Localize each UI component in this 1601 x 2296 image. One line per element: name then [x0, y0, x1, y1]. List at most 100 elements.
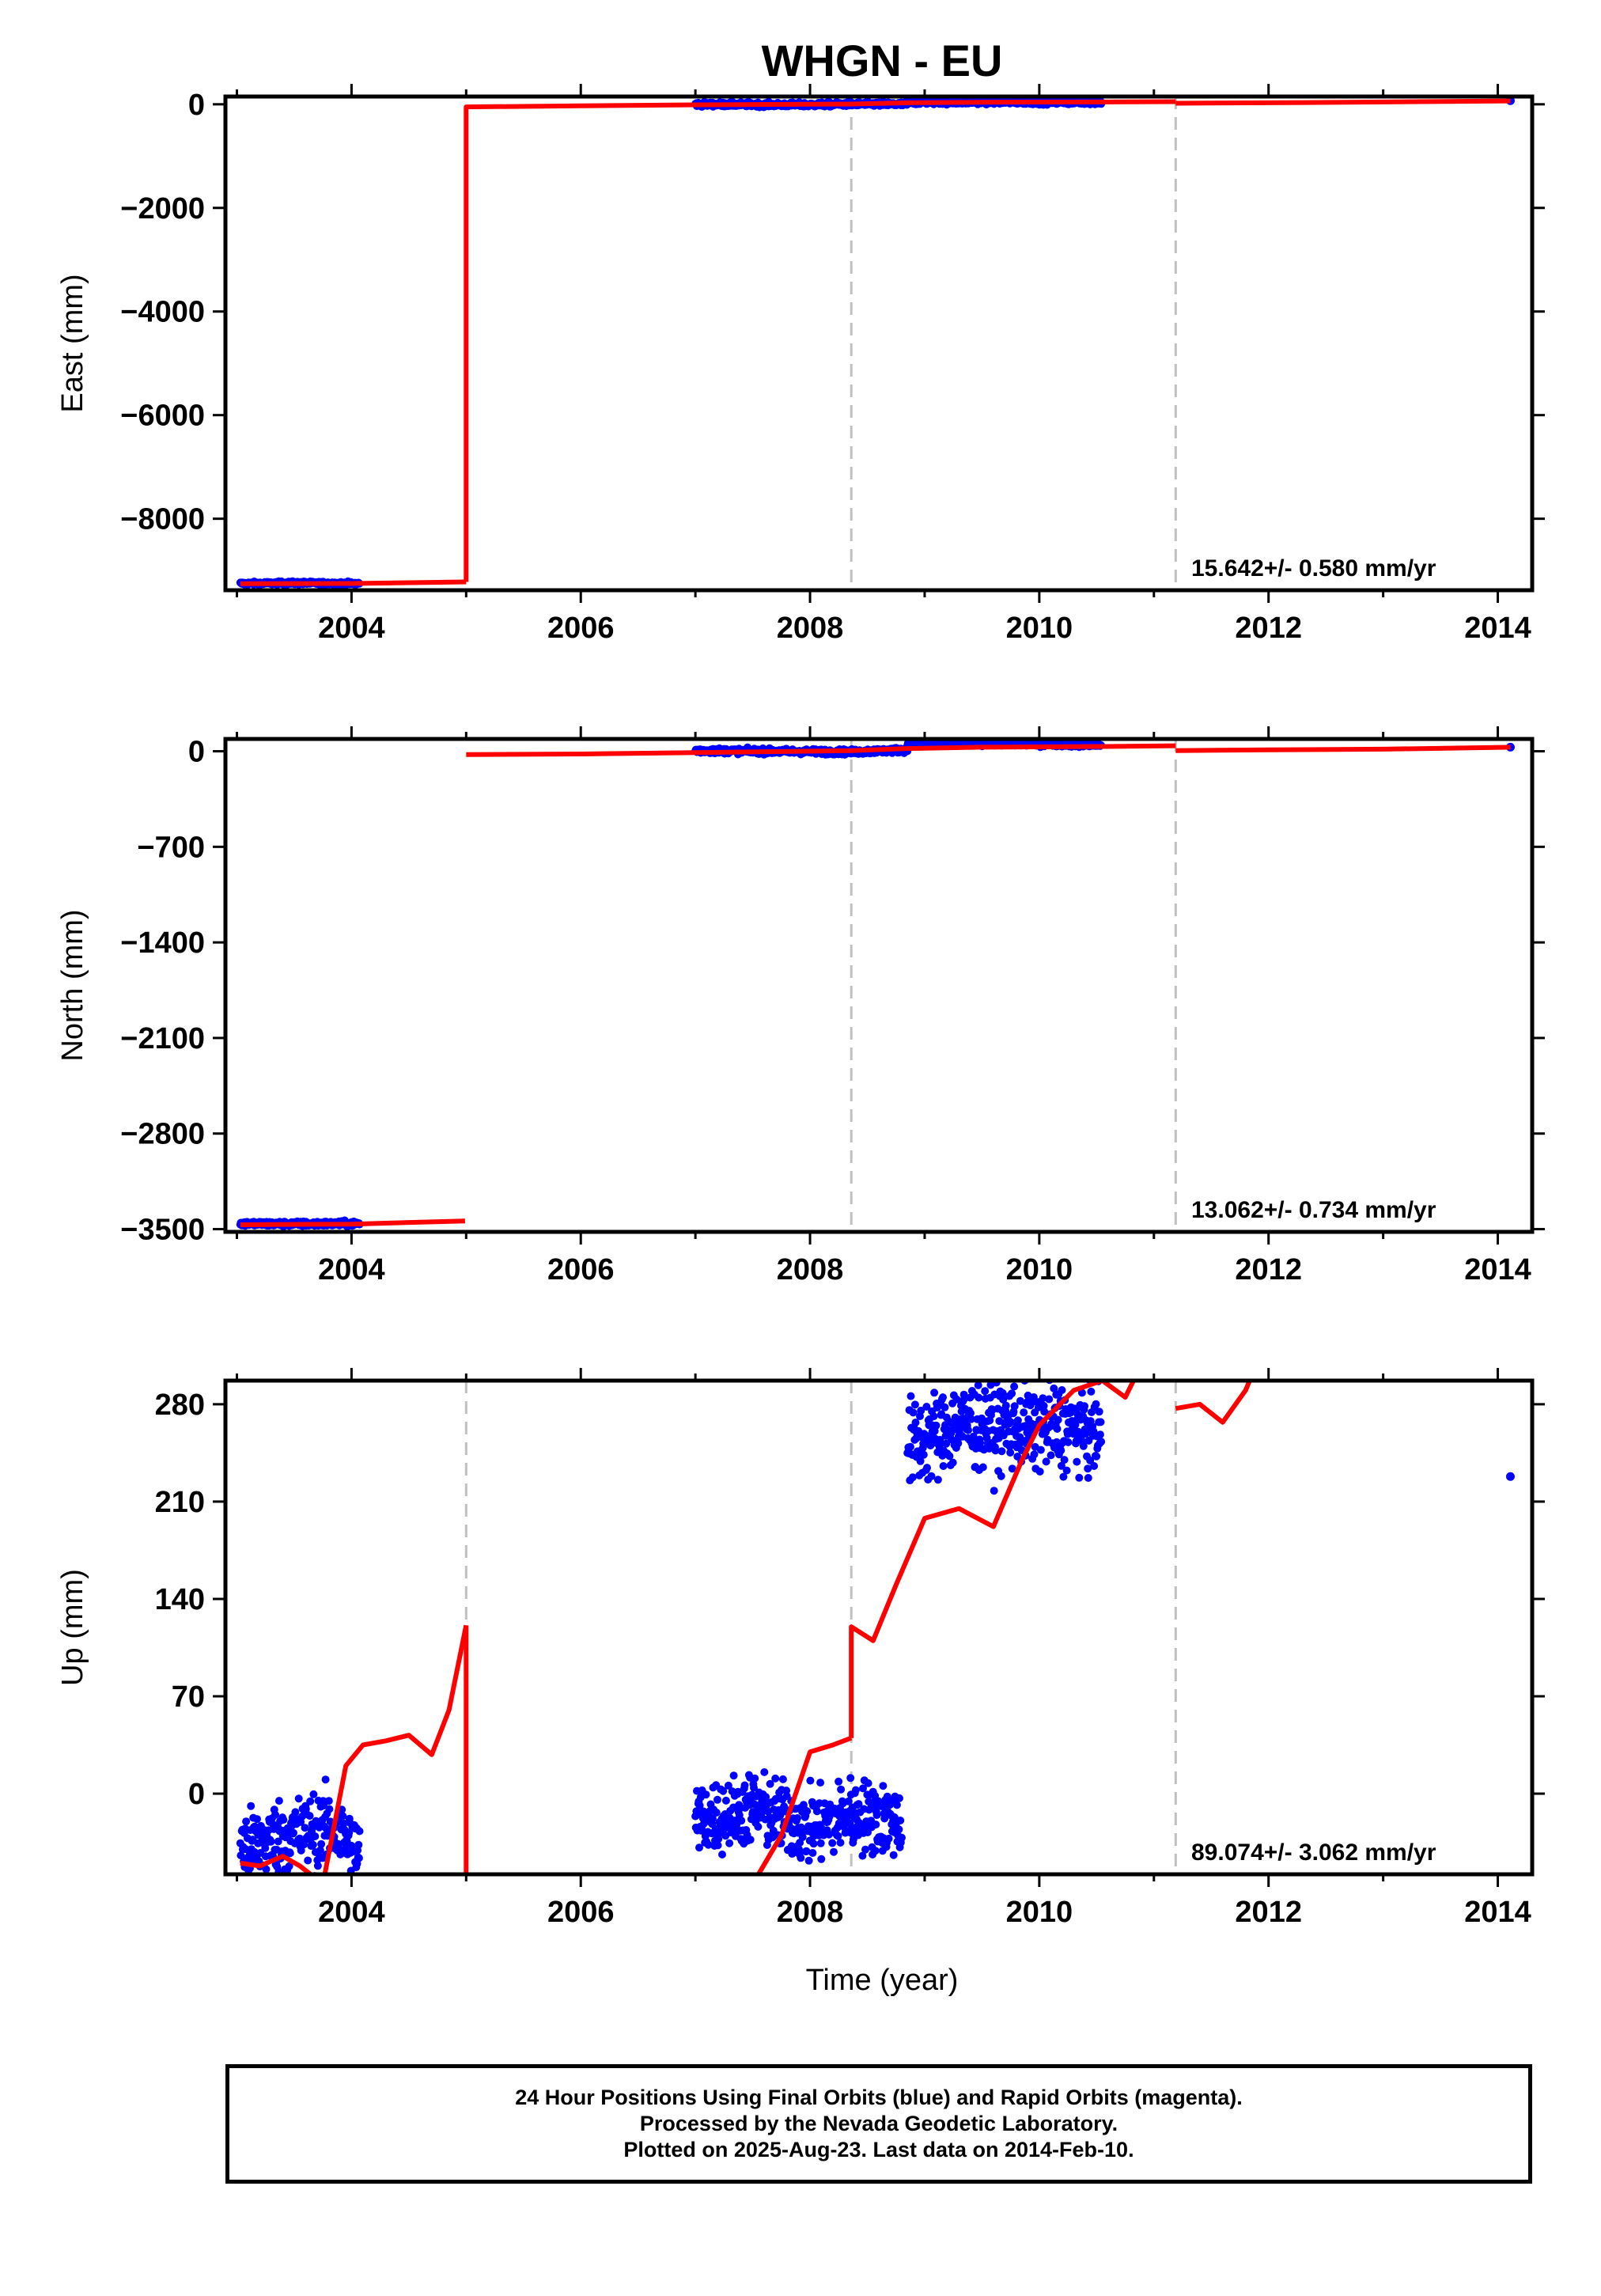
panel-frame: [223, 737, 1535, 1234]
data-point: [708, 1814, 717, 1823]
data-point: [1092, 1452, 1101, 1461]
y-tick-label: −6000: [120, 400, 205, 433]
x-tick-label: 2012: [1235, 1896, 1302, 1929]
data-point: [802, 1847, 811, 1855]
y-tick-label: 210: [155, 1486, 205, 1519]
model-line: [240, 1218, 465, 1227]
data-point: [325, 1805, 334, 1813]
data-point: [834, 1832, 842, 1840]
data-point: [1084, 1464, 1092, 1473]
data-point: [942, 1439, 951, 1448]
data-point: [317, 1839, 326, 1848]
model-line: [464, 99, 1176, 582]
data-point: [304, 1856, 312, 1865]
data-point: [354, 1854, 363, 1862]
data-point: [1006, 1449, 1015, 1457]
y-tick-label: 140: [155, 1583, 205, 1616]
data-point: [998, 1389, 1007, 1397]
data-point: [919, 1450, 928, 1459]
y-axis-label: East (mm): [56, 274, 89, 412]
y-tick-label: 0: [188, 89, 205, 122]
rate-label: 13.062+/- 0.734 mm/yr: [1191, 1197, 1436, 1223]
data-point: [714, 1835, 723, 1843]
y-tick-label: 0: [188, 1778, 205, 1811]
x-tick-label: 2014: [1464, 612, 1531, 645]
data-point: [793, 1814, 801, 1822]
data-point: [1030, 1450, 1039, 1459]
panels-group: 2004 2006 2008 2010 2012 2014 0 −2000 −4000 −6000…: [56, 84, 1545, 1929]
data-point: [313, 1862, 322, 1870]
data-point: [1064, 1438, 1073, 1446]
data-point: [898, 1833, 906, 1842]
data-point: [305, 1812, 314, 1821]
data-point: [990, 1370, 997, 1378]
panel-frame: [223, 94, 1535, 593]
data-point: [895, 1794, 903, 1802]
data-point: [713, 1841, 722, 1850]
x-tick-label: 2006: [547, 1253, 615, 1286]
data-points: [236, 1368, 1515, 1874]
data-point: [1040, 1408, 1049, 1416]
y-tick-label: 0: [188, 736, 205, 769]
data-point: [1050, 1384, 1058, 1392]
data-point: [1039, 1401, 1048, 1410]
y-tick-label: −2800: [120, 1118, 205, 1151]
model-line: [755, 1735, 853, 1874]
data-point: [964, 1426, 972, 1434]
data-point: [939, 1462, 948, 1470]
data-point: [927, 1472, 936, 1480]
data-point: [974, 1381, 982, 1389]
x-tick-label: 2010: [1006, 1896, 1073, 1929]
data-point: [261, 1843, 270, 1852]
data-point: [1057, 1446, 1065, 1455]
data-point: [297, 1846, 305, 1855]
data-point: [816, 1839, 825, 1847]
data-point: [253, 1815, 261, 1824]
data-point: [725, 1839, 734, 1847]
model-line: [240, 1624, 469, 1874]
data-point: [1010, 1402, 1019, 1411]
data-point: [242, 1817, 251, 1826]
data-point: [1016, 1396, 1024, 1405]
data-point: [922, 1403, 931, 1411]
x-tick-label: 2012: [1235, 612, 1302, 645]
data-point: [990, 1487, 998, 1495]
data-point: [1054, 1415, 1062, 1424]
data-point: [1042, 1457, 1050, 1466]
data-point: [1010, 1382, 1019, 1391]
data-point: [872, 1811, 881, 1820]
data-point: [858, 1851, 867, 1860]
caption-line-2: Processed by the Nevada Geodetic Laborat…: [639, 2112, 1118, 2135]
data-point: [695, 1801, 704, 1809]
data-point: [895, 1825, 903, 1834]
data-point: [932, 1421, 941, 1430]
data-point: [808, 1849, 817, 1857]
y-tick-label: 280: [155, 1389, 205, 1422]
data-point: [854, 1800, 863, 1809]
data-point: [354, 1840, 363, 1849]
data-point: [746, 1836, 755, 1844]
data-point: [719, 1786, 728, 1795]
data-point: [817, 1855, 826, 1863]
data-point: [1505, 1472, 1515, 1481]
data-point: [1029, 1368, 1037, 1376]
data-point: [1075, 1473, 1084, 1482]
data-point: [952, 1395, 961, 1404]
data-point: [1087, 1387, 1096, 1396]
data-point: [324, 1797, 333, 1805]
data-point: [1095, 1408, 1103, 1416]
data-point: [1039, 1394, 1047, 1403]
data-point: [1090, 1462, 1099, 1470]
data-point: [812, 1807, 821, 1816]
y-tick-label: −2100: [120, 1022, 205, 1055]
data-point: [1059, 1472, 1068, 1481]
plot-area: [236, 97, 1515, 590]
data-point: [916, 1457, 925, 1465]
data-point: [880, 1814, 889, 1823]
data-point: [846, 1774, 855, 1783]
data-point: [1035, 1468, 1044, 1476]
data-point: [828, 1839, 837, 1847]
data-point: [311, 1832, 320, 1840]
